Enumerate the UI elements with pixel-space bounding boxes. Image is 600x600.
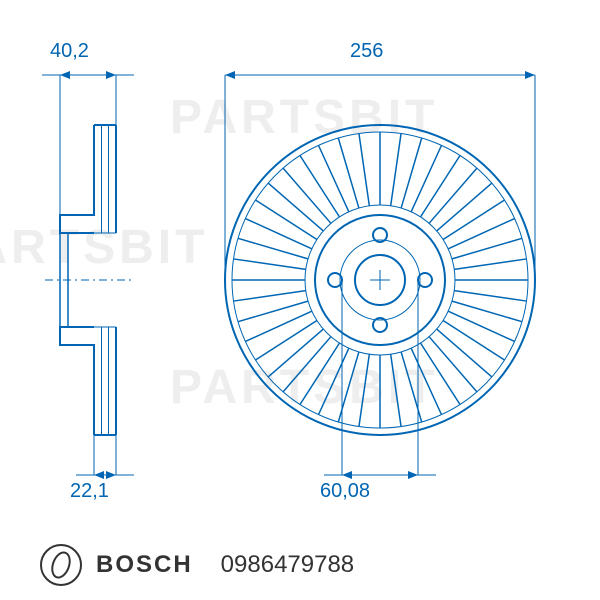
dim-hub-diameter: 60,08	[320, 480, 370, 503]
technical-drawing	[0, 0, 600, 540]
diagram-canvas: PARTSBIT PARTSBIT PARTSBIT 40,2 256 22,1…	[0, 0, 600, 600]
dim-thickness: 22,1	[70, 480, 109, 503]
footer: BOSCH 0986479788	[0, 530, 600, 600]
brand-name: BOSCH	[96, 551, 193, 579]
part-number: 0986479788	[221, 551, 354, 579]
dim-side-width: 40,2	[50, 40, 89, 63]
dim-outer-diameter: 256	[350, 40, 383, 63]
bosch-icon	[40, 544, 82, 586]
brand-logo: BOSCH 0986479788	[40, 544, 354, 586]
